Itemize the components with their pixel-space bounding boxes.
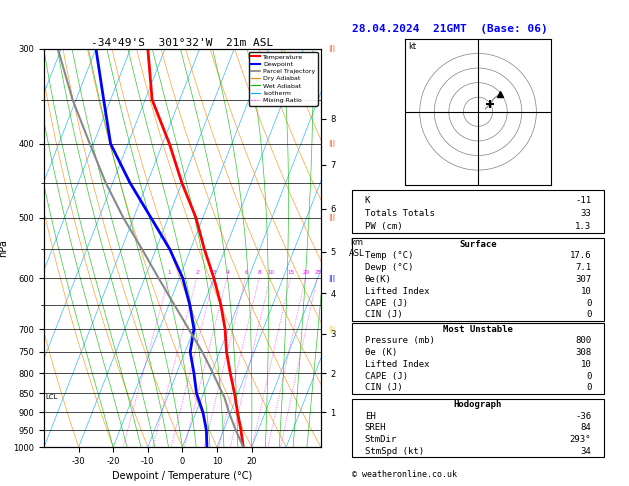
Text: CAPE (J): CAPE (J) bbox=[365, 298, 408, 308]
Text: 1: 1 bbox=[168, 270, 171, 275]
Text: θe(K): θe(K) bbox=[365, 275, 392, 284]
Text: 0: 0 bbox=[586, 298, 591, 308]
Text: CAPE (J): CAPE (J) bbox=[365, 371, 408, 381]
Text: θe (K): θe (K) bbox=[365, 348, 397, 357]
Text: |||: ||| bbox=[328, 326, 335, 332]
Text: Most Unstable: Most Unstable bbox=[443, 325, 513, 333]
Text: 4: 4 bbox=[226, 270, 229, 275]
Text: 6: 6 bbox=[244, 270, 248, 275]
Text: 3: 3 bbox=[213, 270, 216, 275]
Text: kt: kt bbox=[408, 42, 416, 51]
Text: 0: 0 bbox=[586, 311, 591, 319]
Text: © weatheronline.co.uk: © weatheronline.co.uk bbox=[352, 469, 457, 479]
Text: SREH: SREH bbox=[365, 423, 386, 432]
Text: Lifted Index: Lifted Index bbox=[365, 287, 430, 296]
Text: EH: EH bbox=[365, 412, 376, 420]
Text: Surface: Surface bbox=[459, 240, 497, 248]
Text: LCL: LCL bbox=[46, 394, 58, 400]
Y-axis label: hPa: hPa bbox=[0, 239, 8, 257]
Text: 10: 10 bbox=[581, 360, 591, 369]
Text: -36: -36 bbox=[575, 412, 591, 420]
Text: 293°: 293° bbox=[570, 435, 591, 444]
Text: 33: 33 bbox=[581, 209, 591, 218]
Text: CIN (J): CIN (J) bbox=[365, 311, 403, 319]
Text: 7.1: 7.1 bbox=[575, 263, 591, 272]
Text: 8: 8 bbox=[258, 270, 262, 275]
Text: Pressure (mb): Pressure (mb) bbox=[365, 336, 435, 346]
Text: 10: 10 bbox=[267, 270, 274, 275]
Text: StmDir: StmDir bbox=[365, 435, 397, 444]
Text: CIN (J): CIN (J) bbox=[365, 383, 403, 392]
Text: 10: 10 bbox=[581, 287, 591, 296]
Text: 84: 84 bbox=[581, 423, 591, 432]
Text: 34: 34 bbox=[581, 447, 591, 455]
Text: 2: 2 bbox=[196, 270, 199, 275]
Text: 17.6: 17.6 bbox=[570, 251, 591, 260]
Text: 0: 0 bbox=[586, 383, 591, 392]
Legend: Temperature, Dewpoint, Parcel Trajectory, Dry Adiabat, Wet Adiabat, Isotherm, Mi: Temperature, Dewpoint, Parcel Trajectory… bbox=[248, 52, 318, 105]
Text: 307: 307 bbox=[575, 275, 591, 284]
Text: Dewp (°C): Dewp (°C) bbox=[365, 263, 413, 272]
Text: |||: ||| bbox=[328, 275, 335, 281]
Text: Totals Totals: Totals Totals bbox=[365, 209, 435, 218]
Y-axis label: km
ASL: km ASL bbox=[349, 238, 365, 258]
Text: |||: ||| bbox=[328, 140, 335, 147]
Text: StmSpd (kt): StmSpd (kt) bbox=[365, 447, 424, 455]
Text: 25: 25 bbox=[314, 270, 321, 275]
Text: Temp (°C): Temp (°C) bbox=[365, 251, 413, 260]
Text: 800: 800 bbox=[575, 336, 591, 346]
Text: PW (cm): PW (cm) bbox=[365, 222, 403, 231]
Text: 28.04.2024  21GMT  (Base: 06): 28.04.2024 21GMT (Base: 06) bbox=[352, 24, 548, 35]
Text: K: K bbox=[365, 196, 370, 205]
Text: 20: 20 bbox=[303, 270, 309, 275]
Text: 308: 308 bbox=[575, 348, 591, 357]
Text: -11: -11 bbox=[575, 196, 591, 205]
Text: 15: 15 bbox=[287, 270, 294, 275]
Text: |||: ||| bbox=[328, 214, 335, 221]
X-axis label: Dewpoint / Temperature (°C): Dewpoint / Temperature (°C) bbox=[113, 471, 252, 482]
Text: 0: 0 bbox=[586, 371, 591, 381]
Text: |||: ||| bbox=[328, 45, 335, 52]
Title: -34°49'S  301°32'W  21m ASL: -34°49'S 301°32'W 21m ASL bbox=[91, 38, 274, 48]
Text: 1.3: 1.3 bbox=[575, 222, 591, 231]
Text: Hodograph: Hodograph bbox=[454, 400, 502, 409]
Text: Lifted Index: Lifted Index bbox=[365, 360, 430, 369]
